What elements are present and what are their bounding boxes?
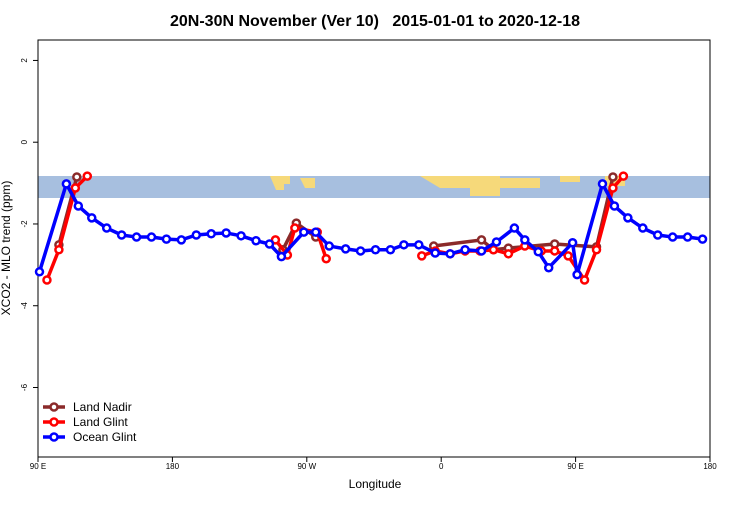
data-point	[682, 232, 693, 242]
x-tick-label: 90 E	[30, 462, 46, 471]
data-point	[264, 239, 275, 249]
data-point	[206, 229, 216, 239]
data-point	[146, 232, 157, 242]
data-point	[563, 251, 573, 261]
data-point	[579, 275, 590, 285]
data-point	[324, 241, 334, 251]
legend-marker	[49, 432, 59, 442]
data-point	[567, 238, 578, 248]
x-tick-label: 180	[703, 462, 717, 471]
data-point	[72, 172, 82, 182]
data-point	[385, 244, 396, 255]
data-point	[399, 240, 409, 250]
plot-frame	[37, 39, 711, 458]
legend-label: Land Glint	[73, 415, 128, 429]
data-point	[82, 171, 93, 181]
data-point	[667, 232, 678, 242]
data-point	[609, 201, 620, 211]
data-point	[572, 269, 582, 280]
data-point	[299, 227, 309, 237]
data-point	[543, 262, 554, 273]
data-point	[161, 234, 172, 244]
data-point	[608, 183, 618, 193]
data-point	[61, 179, 72, 189]
data-point	[54, 244, 64, 255]
data-point	[34, 267, 45, 277]
y-axis-label: XCO2 - MLO trend (ppm)	[0, 181, 13, 316]
data-point	[597, 179, 608, 189]
x-tick-label: 180	[166, 462, 180, 471]
x-tick-label: 90 W	[297, 462, 316, 471]
data-point	[488, 244, 499, 255]
data-point	[290, 223, 300, 233]
data-point	[652, 230, 663, 240]
data-point	[311, 227, 321, 237]
chart-title: 20N-30N November (Ver 10) 2015-01-01 to …	[170, 13, 580, 30]
y-tick-label: -6	[20, 383, 29, 391]
data-point	[608, 172, 618, 182]
data-point	[623, 213, 633, 223]
data-point	[116, 230, 127, 240]
data-point	[414, 240, 424, 250]
data-point	[520, 235, 530, 245]
data-point	[251, 235, 261, 246]
data-point	[236, 231, 246, 241]
legend-marker	[49, 417, 59, 427]
map-strip	[38, 176, 710, 198]
data-point	[73, 201, 84, 211]
data-point	[87, 213, 97, 223]
data-point	[491, 237, 502, 247]
y-tick-label: -2	[20, 220, 29, 228]
data-point	[476, 246, 487, 256]
x-tick-label: 90 E	[567, 462, 583, 471]
x-axis-label: Longitude	[349, 477, 402, 491]
data-point	[221, 228, 231, 238]
data-point	[417, 251, 427, 261]
legend-label: Ocean Glint	[73, 430, 137, 444]
data-point	[460, 244, 470, 255]
data-point	[618, 171, 629, 181]
data-point	[370, 244, 381, 255]
data-point	[638, 223, 648, 233]
data-point	[355, 246, 366, 256]
data-point	[591, 244, 602, 255]
data-point	[176, 235, 187, 245]
data-point	[131, 232, 142, 242]
data-point	[697, 234, 708, 244]
x-tick-label: 0	[439, 462, 444, 471]
data-point	[101, 223, 112, 233]
legend-label: Land Nadir	[73, 400, 132, 414]
data-point	[430, 248, 440, 258]
data-point	[533, 247, 544, 257]
data-point	[340, 244, 351, 254]
y-tick-label: 2	[20, 58, 29, 63]
data-point	[270, 235, 281, 245]
y-tick-label: -4	[20, 302, 29, 310]
legend-marker	[49, 402, 59, 412]
data-point	[42, 275, 52, 285]
data-point	[503, 249, 514, 259]
data-point	[476, 235, 487, 245]
y-tick-label: 0	[20, 139, 29, 144]
data-point	[549, 246, 560, 256]
data-point	[509, 223, 520, 233]
data-point	[276, 251, 287, 262]
data-point	[445, 249, 455, 259]
data-point	[191, 230, 202, 240]
data-point	[70, 183, 81, 193]
data-point	[321, 253, 331, 264]
